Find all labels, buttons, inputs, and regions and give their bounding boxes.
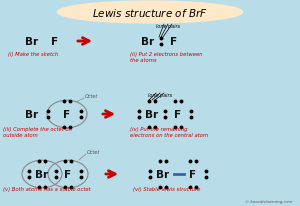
Text: F: F bbox=[63, 109, 70, 119]
Text: Br: Br bbox=[26, 37, 39, 47]
Text: Br: Br bbox=[146, 109, 159, 119]
Text: $\it{Lewis\ structure\ of\ BrF}$: $\it{Lewis\ structure\ of\ BrF}$ bbox=[92, 7, 208, 19]
Text: F: F bbox=[189, 169, 197, 179]
Text: (iii) Complete the octet on
outside atom: (iii) Complete the octet on outside atom bbox=[3, 126, 72, 137]
Text: (v) Both atoms has a stable octet: (v) Both atoms has a stable octet bbox=[3, 186, 91, 191]
Text: © knordislearning.com: © knordislearning.com bbox=[244, 199, 292, 203]
Text: (ii) Put 2 electrons between
the atoms: (ii) Put 2 electrons between the atoms bbox=[130, 52, 202, 62]
Text: Br: Br bbox=[141, 37, 154, 47]
Text: (i) Make the sketch: (i) Make the sketch bbox=[8, 52, 58, 57]
Text: Octet: Octet bbox=[85, 94, 98, 99]
Text: lone pairs: lone pairs bbox=[148, 92, 172, 97]
Text: F: F bbox=[51, 37, 58, 47]
Text: (iv) Put the remaining
electrons on the central atom: (iv) Put the remaining electrons on the … bbox=[130, 126, 208, 137]
Text: F: F bbox=[170, 37, 178, 47]
Text: F: F bbox=[64, 169, 72, 179]
Text: Octet: Octet bbox=[87, 150, 100, 155]
Text: Br: Br bbox=[35, 169, 49, 179]
Text: lone pairs: lone pairs bbox=[156, 24, 180, 29]
Ellipse shape bbox=[58, 2, 242, 24]
Text: Br: Br bbox=[26, 109, 39, 119]
Text: F: F bbox=[174, 109, 182, 119]
Text: (vi) Stable lewis structure: (vi) Stable lewis structure bbox=[133, 186, 200, 191]
Text: Br: Br bbox=[156, 169, 170, 179]
